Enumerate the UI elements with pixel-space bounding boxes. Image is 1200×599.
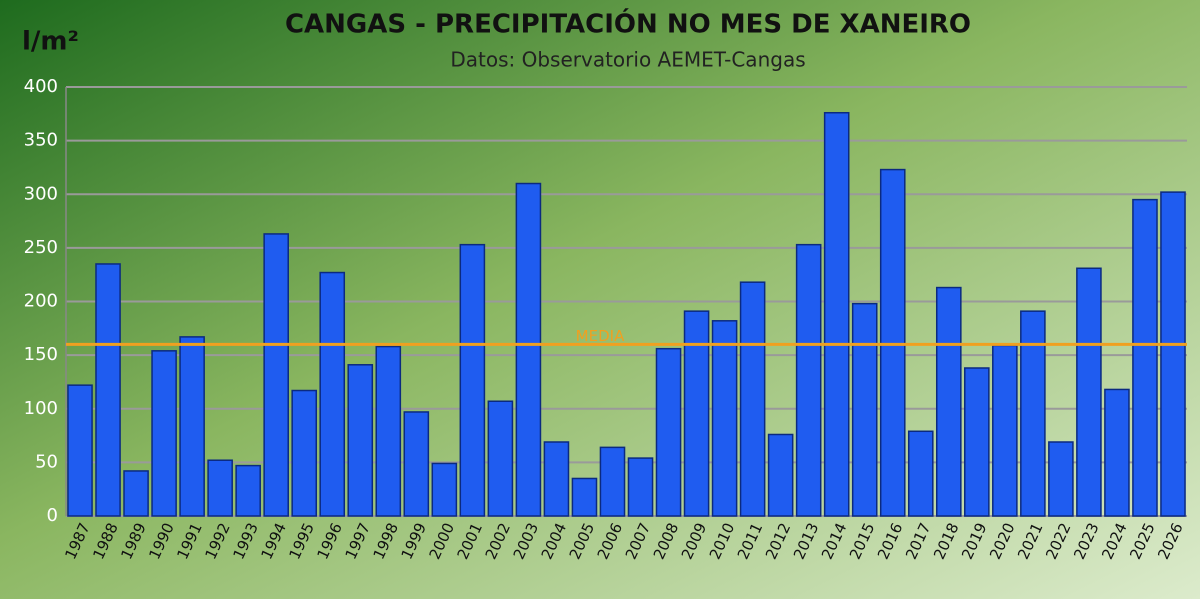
bar bbox=[1132, 198, 1158, 517]
bar bbox=[964, 367, 990, 517]
bar bbox=[515, 182, 542, 517]
bar bbox=[711, 320, 738, 517]
bar bbox=[767, 433, 794, 517]
mean-label: MEDIA bbox=[576, 327, 625, 345]
bar bbox=[347, 364, 374, 517]
bar bbox=[1104, 388, 1130, 517]
bar bbox=[992, 344, 1018, 517]
bar bbox=[1048, 441, 1074, 517]
bar bbox=[151, 350, 177, 517]
bar bbox=[375, 345, 402, 517]
bar bbox=[599, 446, 626, 517]
bar bbox=[123, 470, 149, 517]
bar bbox=[879, 168, 906, 517]
bar bbox=[683, 310, 710, 517]
chart-subtitle: Datos: Observatorio AEMET-Cangas bbox=[450, 48, 805, 72]
bar bbox=[907, 430, 934, 517]
bar bbox=[1160, 191, 1186, 517]
bar bbox=[179, 336, 205, 517]
y-tick-label: 350 bbox=[24, 130, 58, 151]
bar bbox=[571, 477, 598, 517]
bar bbox=[823, 111, 850, 517]
bar bbox=[935, 286, 962, 517]
y-tick-label: 200 bbox=[24, 291, 58, 312]
bar bbox=[67, 384, 93, 517]
bar bbox=[1020, 310, 1046, 517]
y-tick-label: 250 bbox=[24, 237, 58, 258]
bar bbox=[95, 263, 121, 517]
bar bbox=[851, 302, 878, 517]
bar bbox=[403, 411, 430, 517]
bar bbox=[655, 347, 682, 517]
bar bbox=[291, 389, 318, 517]
bar bbox=[543, 441, 570, 517]
y-tick-label: 400 bbox=[24, 76, 58, 97]
y-axis-label: l/m² bbox=[22, 27, 79, 57]
bar bbox=[739, 281, 766, 517]
y-tick-label: 0 bbox=[47, 505, 58, 526]
bar bbox=[1076, 267, 1102, 517]
bar bbox=[795, 243, 822, 517]
y-tick-label: 150 bbox=[24, 344, 58, 365]
y-tick-label: 100 bbox=[24, 398, 58, 419]
bar bbox=[487, 400, 514, 517]
bar bbox=[319, 271, 346, 517]
y-tick-label: 50 bbox=[35, 451, 58, 472]
y-tick-label: 300 bbox=[24, 183, 58, 204]
chart-title: CANGAS - PRECIPITACIÓN NO MES DE XANEIRO bbox=[285, 8, 971, 40]
bar bbox=[459, 243, 486, 517]
bar bbox=[627, 457, 654, 517]
bar bbox=[235, 464, 261, 517]
bar bbox=[263, 233, 289, 517]
bar bbox=[431, 462, 458, 517]
bar bbox=[207, 459, 233, 517]
